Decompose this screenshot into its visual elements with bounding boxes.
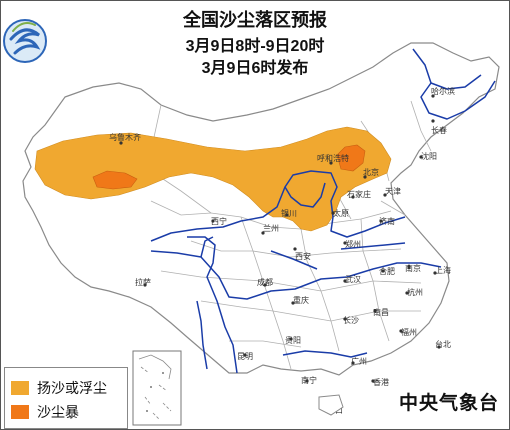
- heilong-river: [412, 48, 496, 120]
- svg-text:合肥: 合肥: [379, 266, 395, 276]
- city-fuzhou: 福州: [399, 328, 417, 337]
- city-hongkong: 香港: [371, 377, 389, 387]
- svg-text:南宁: 南宁: [301, 375, 317, 385]
- city-shenyang: 沈阳: [419, 151, 437, 161]
- legend-item-sandstorm: 沙尘暴: [11, 402, 79, 422]
- yellow-river: [150, 170, 406, 242]
- svg-text:武汉: 武汉: [345, 274, 361, 284]
- svg-text:上海: 上海: [435, 265, 451, 275]
- dust-swatch: [11, 381, 29, 395]
- svg-text:贵阳: 贵阳: [285, 335, 301, 345]
- svg-text:杭州: 杭州: [407, 287, 423, 297]
- songhua-river: [430, 74, 482, 90]
- city-tianjin: 天津: [383, 186, 401, 197]
- city-nanjing: 南京: [405, 263, 421, 273]
- city-hangzhou: 杭州: [405, 287, 423, 297]
- pearl-river: [282, 350, 368, 358]
- city-yinchuan: 银川: [281, 208, 297, 218]
- svg-text:广州: 广州: [351, 356, 367, 366]
- huai-river: [340, 242, 406, 250]
- yangtze-river: [150, 250, 442, 300]
- svg-text:呼和浩特: 呼和浩特: [317, 153, 349, 163]
- city-changsha: 长沙: [343, 315, 359, 325]
- city-xian: 西安: [293, 247, 311, 261]
- legend-label-sandstorm: 沙尘暴: [37, 405, 79, 421]
- min-river: [200, 236, 214, 258]
- legend-item-dust: 扬沙或浮尘: [11, 378, 107, 398]
- svg-text:香港: 香港: [373, 377, 389, 387]
- nu-river: [196, 300, 208, 370]
- svg-text:台北: 台北: [435, 339, 451, 349]
- city-guiyang: 贵阳: [285, 335, 301, 345]
- svg-text:沈阳: 沈阳: [421, 151, 437, 161]
- sandstorm-area-west: [92, 170, 138, 190]
- city-beijing: 北京: [363, 167, 379, 179]
- svg-text:乌鲁木齐: 乌鲁木齐: [109, 132, 141, 142]
- city-changchun: 长春: [431, 119, 447, 135]
- city-xining: 西宁: [211, 216, 227, 226]
- yellow-river-bend: [284, 182, 326, 208]
- svg-text:太原: 太原: [333, 208, 349, 218]
- city-shanghai: 上海: [433, 265, 451, 275]
- rivers: [150, 48, 496, 374]
- agency-name: 中央气象台: [398, 392, 499, 414]
- svg-text:西宁: 西宁: [211, 216, 227, 226]
- city-shijiazhuang: 石家庄: [347, 189, 371, 199]
- map-title: 全国沙尘落区预报: [182, 9, 327, 30]
- svg-text:南昌: 南昌: [373, 307, 389, 317]
- city-wuhan: 武汉: [343, 274, 361, 284]
- svg-text:兰州: 兰州: [263, 223, 279, 233]
- svg-text:南京: 南京: [405, 263, 421, 273]
- svg-text:长沙: 长沙: [343, 315, 359, 325]
- sandstorm-swatch: [11, 405, 29, 419]
- svg-text:银川: 银川: [281, 208, 297, 218]
- city-chengdu: 成都: [257, 277, 273, 287]
- city-taiyuan: 太原: [331, 208, 349, 218]
- city-nanchang: 南昌: [373, 307, 389, 317]
- svg-text:济南: 济南: [379, 216, 395, 226]
- han-river: [270, 250, 318, 270]
- svg-text:郑州: 郑州: [345, 239, 361, 249]
- city-taipei: 台北: [435, 339, 451, 349]
- city-lhasa: 拉萨: [135, 277, 151, 287]
- svg-text:成都: 成都: [257, 277, 273, 287]
- svg-text:福州: 福州: [401, 328, 417, 337]
- city-zhengzhou: 郑州: [343, 239, 361, 249]
- svg-text:北京: 北京: [363, 167, 379, 177]
- svg-text:重庆: 重庆: [293, 295, 309, 305]
- legend: 扬沙或浮尘 沙尘暴: [4, 367, 128, 429]
- cma-logo-icon: [3, 19, 47, 63]
- valid-period: 3月9日8时-9日20时: [186, 37, 325, 55]
- city-harbin: 哈尔滨: [431, 86, 455, 98]
- city-nanning: 南宁: [301, 375, 317, 385]
- city-urumqi: 乌鲁木齐: [109, 132, 141, 145]
- svg-text:昆明: 昆明: [237, 352, 253, 361]
- svg-text:哈尔滨: 哈尔滨: [431, 86, 455, 96]
- city-hefei: 合肥: [379, 266, 395, 276]
- city-labels: 乌鲁木齐 哈尔滨 长春 沈阳 呼和浩特 北京 石家庄 天津 银川 太原 济南 西…: [109, 86, 455, 415]
- city-jinan: 济南: [379, 216, 395, 226]
- svg-text:拉萨: 拉萨: [135, 277, 151, 287]
- city-lanzhou: 兰州: [261, 223, 279, 235]
- city-guangzhou: 广州: [351, 356, 367, 366]
- city-chongqing: 重庆: [291, 295, 309, 305]
- svg-text:西安: 西安: [295, 251, 311, 261]
- sandstorm-area-north: [336, 144, 366, 172]
- city-hohhot: 呼和浩特: [317, 153, 349, 165]
- svg-text:长春: 长春: [431, 125, 447, 135]
- issue-time: 3月9日6时发布: [202, 58, 309, 77]
- svg-text:天津: 天津: [385, 186, 401, 196]
- south-china-sea-inset: [132, 350, 182, 426]
- svg-text:石家庄: 石家庄: [347, 189, 371, 199]
- legend-label-dust: 扬沙或浮尘: [37, 381, 107, 397]
- hainan-island: [318, 394, 344, 416]
- city-kunming: 昆明: [237, 352, 253, 361]
